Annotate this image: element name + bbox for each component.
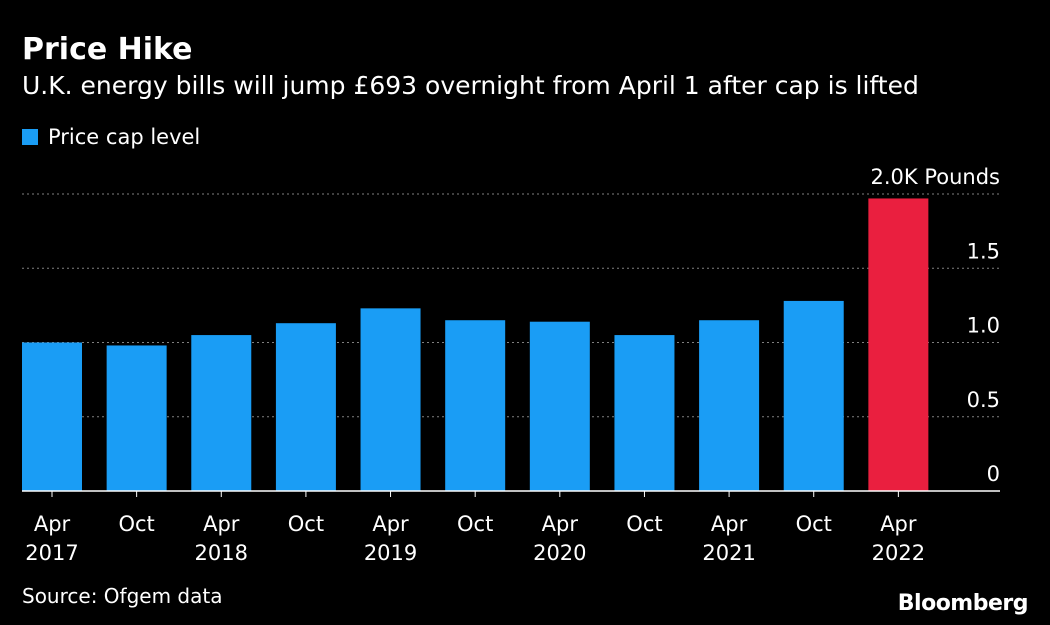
x-tick-label: 2017 bbox=[25, 541, 78, 565]
x-tick-label: Apr bbox=[711, 512, 748, 536]
bar bbox=[445, 320, 506, 491]
bar bbox=[360, 308, 421, 491]
bar bbox=[275, 323, 336, 491]
x-tick-label: 2021 bbox=[702, 541, 755, 565]
x-tick-label: 2019 bbox=[364, 541, 417, 565]
x-tick-label: Oct bbox=[288, 512, 324, 536]
y-tick-label: 2.0K Pounds bbox=[871, 165, 1001, 189]
bloomberg-logo: Bloomberg bbox=[897, 591, 1029, 616]
y-tick-label: 1.0 bbox=[967, 314, 1000, 338]
x-tick-label: Apr bbox=[34, 512, 71, 536]
x-tick-label: 2020 bbox=[533, 541, 586, 565]
chart-subtitle: U.K. energy bills will jump £693 overnig… bbox=[22, 71, 919, 100]
bar bbox=[614, 335, 675, 491]
x-tick-label: 2022 bbox=[872, 541, 925, 565]
x-tick-label: Apr bbox=[542, 512, 579, 536]
x-tick-label: Oct bbox=[796, 512, 832, 536]
x-tick-label: Oct bbox=[118, 512, 154, 536]
x-tick-label: Oct bbox=[626, 512, 662, 536]
x-tick-label: 2018 bbox=[195, 541, 248, 565]
bar bbox=[699, 320, 760, 491]
bar bbox=[783, 300, 844, 491]
legend: Price cap level bbox=[22, 122, 200, 152]
legend-swatch bbox=[22, 129, 38, 145]
y-tick-label: 0.5 bbox=[967, 388, 1000, 412]
x-tick-label: Oct bbox=[457, 512, 493, 536]
legend-label: Price cap level bbox=[48, 125, 201, 149]
source-note: Source: Ofgem data bbox=[22, 584, 223, 608]
y-tick-label: 0 bbox=[987, 462, 1000, 486]
x-tick-label: Apr bbox=[203, 512, 240, 536]
bar bbox=[529, 321, 590, 491]
bar bbox=[191, 335, 252, 491]
bar bbox=[106, 345, 167, 491]
x-tick-label: Apr bbox=[372, 512, 409, 536]
y-tick-label: 1.5 bbox=[967, 239, 1000, 263]
bar bbox=[868, 198, 929, 491]
chart-title: Price Hike bbox=[22, 32, 193, 67]
x-tick-label: Apr bbox=[880, 512, 917, 536]
bar bbox=[22, 342, 82, 491]
